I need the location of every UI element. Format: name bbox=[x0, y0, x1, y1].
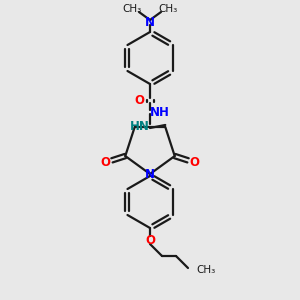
Text: O: O bbox=[145, 233, 155, 247]
Text: O: O bbox=[100, 156, 110, 169]
Text: NH: NH bbox=[150, 106, 170, 118]
Text: CH₃: CH₃ bbox=[122, 4, 142, 14]
Text: CH₃: CH₃ bbox=[196, 265, 215, 275]
Text: CH₃: CH₃ bbox=[158, 4, 178, 14]
Text: O: O bbox=[190, 156, 200, 169]
Text: N: N bbox=[145, 169, 155, 182]
Text: HN: HN bbox=[130, 119, 150, 133]
Text: N: N bbox=[145, 16, 155, 28]
Text: O: O bbox=[134, 94, 144, 106]
